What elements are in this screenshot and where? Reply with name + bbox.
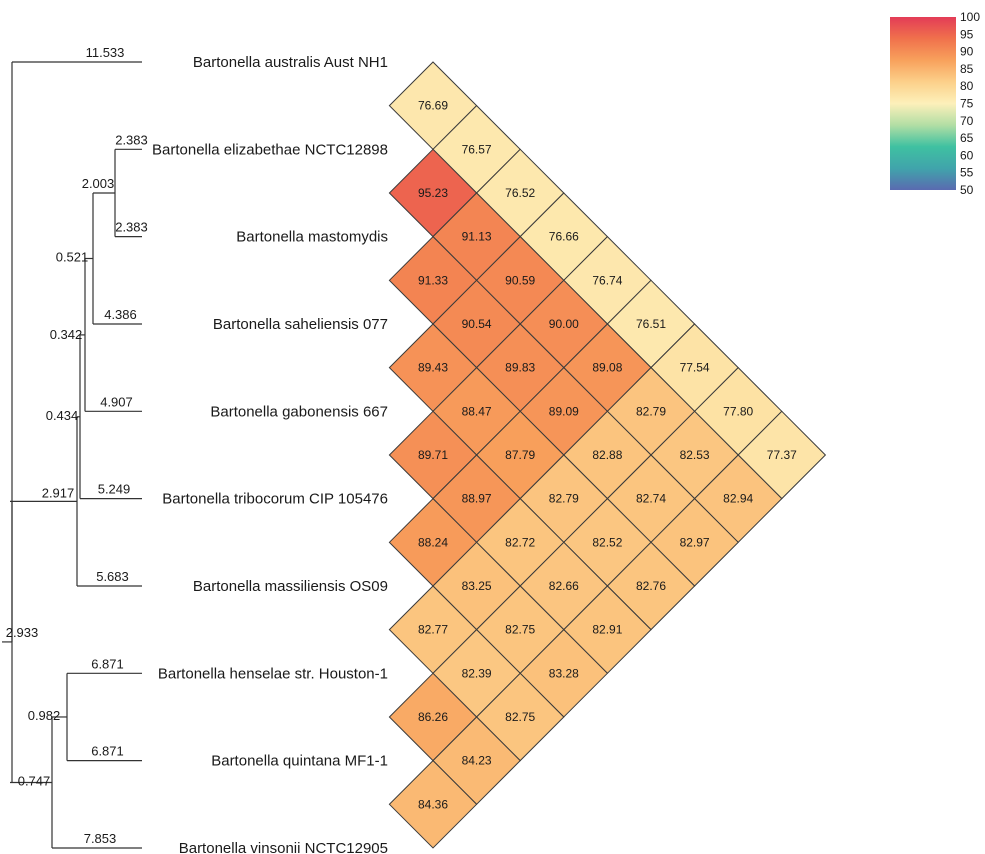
- matrix-cell-value: 82.53: [680, 448, 710, 462]
- matrix-cell-fill: [388, 759, 478, 849]
- taxon-label: Bartonella henselae str. Houston-1: [158, 665, 388, 682]
- taxon-label: Bartonella elizabethae NCTC12898: [152, 141, 388, 158]
- color-scale-tick: 95: [960, 27, 974, 41]
- matrix-cell-value: 90.00: [549, 317, 579, 331]
- matrix-cell-value: 84.36: [418, 797, 448, 811]
- taxon-label: Bartonella vinsonii NCTC12905: [179, 840, 388, 854]
- matrix-cell-value: 76.66: [549, 230, 579, 244]
- branch-length-label: 4.907: [100, 394, 133, 409]
- matrix-cell-value: 87.79: [505, 448, 535, 462]
- matrix-cell-value: 89.83: [505, 361, 535, 375]
- color-scale-tick: 65: [960, 131, 974, 145]
- matrix-cell-value: 91.13: [462, 230, 492, 244]
- phylogenetic-tree: 11.533 2.383 2.383 4.386 4.907 5.249 5.683 6.87…: [2, 45, 148, 849]
- matrix-cell: 84.36: [388, 759, 478, 849]
- branch-length-label: 2.003: [82, 176, 115, 191]
- matrix-cell-value: 88.47: [462, 404, 492, 418]
- matrix-cell-value: 82.39: [462, 666, 492, 680]
- matrix-cell-value: 83.28: [549, 666, 579, 680]
- branch-length-label: 0.342: [50, 327, 83, 342]
- taxa-labels: Bartonella australis Aust NH1 Bartonella …: [152, 54, 388, 854]
- color-scale-tick: 75: [960, 97, 974, 111]
- matrix-cell-value: 82.91: [592, 623, 622, 637]
- color-scale-tick: 50: [960, 183, 974, 197]
- taxon-label: Bartonella saheliensis 077: [213, 316, 388, 333]
- branch-length-label: 0.521: [56, 249, 89, 264]
- matrix-cell-value: 82.94: [723, 492, 753, 506]
- matrix-cell-value: 84.23: [462, 754, 492, 768]
- branch-length-label: 0.982: [28, 708, 61, 723]
- matrix-cell-value: 89.43: [418, 361, 448, 375]
- branch-length-label: 4.386: [104, 307, 137, 322]
- taxon-label: Bartonella gabonensis 667: [210, 403, 388, 420]
- branch-length-label: 2.933: [6, 625, 39, 640]
- matrix-cell-value: 88.97: [462, 492, 492, 506]
- matrix-cell-value: 82.77: [418, 623, 448, 637]
- branch-length-label: 2.383: [115, 132, 148, 147]
- matrix-cell-value: 82.76: [636, 579, 666, 593]
- branch-length-label: 6.871: [91, 744, 124, 759]
- taxon-label: Bartonella massiliensis OS09: [193, 578, 388, 595]
- taxon-label: Bartonella australis Aust NH1: [193, 54, 388, 71]
- matrix-cell-value: 76.74: [592, 273, 622, 287]
- matrix-cell: 87.79: [475, 410, 565, 500]
- matrix-cell-value: 82.97: [680, 535, 710, 549]
- matrix-cell-value: 77.37: [767, 448, 797, 462]
- matrix-cell-value: 82.88: [592, 448, 622, 462]
- color-scale-bar: [890, 17, 956, 190]
- matrix-cell-value: 86.26: [418, 710, 448, 724]
- matrix-cell-value: 82.74: [636, 492, 666, 506]
- matrix-cell-value: 90.54: [462, 317, 492, 331]
- matrix-cell-value: 82.72: [505, 535, 535, 549]
- identity-matrix: 76.69 76.57 76.52 76.66 76.74 76.51 77.54 77.80…: [388, 61, 827, 849]
- matrix-cell-value: 76.57: [462, 142, 492, 156]
- color-scale-tick: 70: [960, 114, 974, 128]
- branch-length-label: 5.249: [98, 482, 131, 497]
- branch-length-label: 2.917: [42, 485, 75, 500]
- taxon-label: Bartonella mastomydis: [236, 229, 388, 246]
- matrix-cell-value: 83.25: [462, 579, 492, 593]
- matrix-cell-value: 82.66: [549, 579, 579, 593]
- matrix-cell-value: 88.24: [418, 535, 448, 549]
- color-scale-tick: 90: [960, 45, 974, 59]
- branch-length-label: 11.533: [86, 45, 125, 60]
- taxon-label: Bartonella quintana MF1-1: [211, 753, 388, 770]
- branch-length-label: 7.853: [84, 831, 117, 846]
- matrix-cell-value: 77.54: [680, 361, 710, 375]
- matrix-cell-value: 77.80: [723, 404, 753, 418]
- matrix-cell-value: 91.33: [418, 273, 448, 287]
- color-scale-tick: 80: [960, 79, 974, 93]
- matrix-cell-value: 82.79: [636, 404, 666, 418]
- matrix-cell-value: 76.69: [418, 99, 448, 113]
- matrix-cell: 82.75: [475, 672, 565, 762]
- branch-length-label: 0.747: [18, 773, 51, 788]
- branch-length-label: 0.434: [46, 408, 79, 423]
- color-scale-tick: 100: [960, 10, 980, 24]
- matrix-cell-value: 82.75: [505, 623, 535, 637]
- matrix-cell-value: 95.23: [418, 186, 448, 200]
- matrix-cell-value: 76.52: [505, 186, 535, 200]
- matrix-cell: 83.25: [432, 541, 521, 631]
- color-scale-tick: 55: [960, 166, 974, 180]
- branch-length-label: 6.871: [91, 656, 124, 671]
- matrix-cell-value: 90.59: [505, 273, 535, 287]
- matrix-cell-value: 82.79: [549, 492, 579, 506]
- matrix-cell-value: 82.52: [592, 535, 622, 549]
- branch-length-label: 5.683: [96, 569, 129, 584]
- color-scale-tick: 85: [960, 62, 974, 76]
- color-scale-legend: 100 95 90 85 80 75 70 65 60 55 50: [890, 10, 980, 197]
- matrix-cell-value: 89.71: [418, 448, 448, 462]
- matrix-cell-value: 89.08: [592, 361, 622, 375]
- matrix-cell-value: 82.75: [505, 710, 535, 724]
- taxon-label: Bartonella tribocorum CIP 105476: [162, 491, 388, 508]
- branch-length-label: 2.383: [115, 220, 148, 235]
- matrix-cell-value: 89.09: [549, 404, 579, 418]
- color-scale-tick: 60: [960, 148, 974, 162]
- matrix-cell-value: 76.51: [636, 317, 666, 331]
